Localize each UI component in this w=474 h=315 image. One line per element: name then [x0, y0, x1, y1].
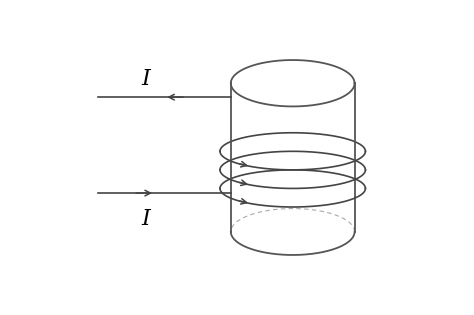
Text: I: I [141, 209, 150, 230]
Text: I: I [141, 68, 150, 89]
